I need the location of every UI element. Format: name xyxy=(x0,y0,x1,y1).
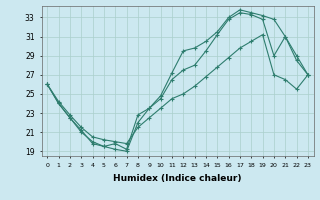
X-axis label: Humidex (Indice chaleur): Humidex (Indice chaleur) xyxy=(113,174,242,183)
